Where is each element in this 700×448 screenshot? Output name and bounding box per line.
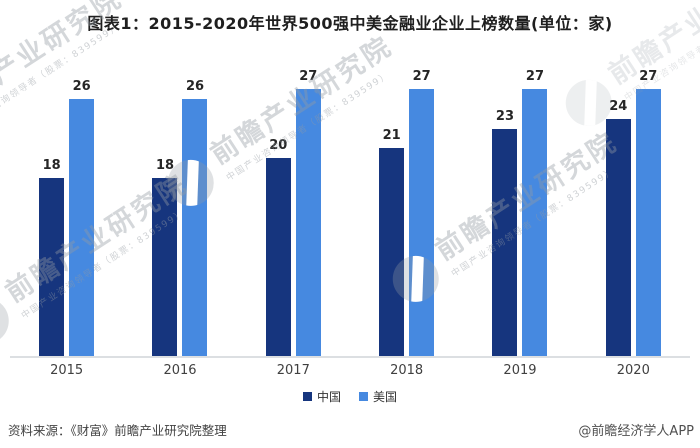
bar-value-label: 27 (412, 69, 431, 84)
bar-column: 18 (39, 158, 65, 356)
bar-pair: 18 26 (39, 50, 95, 356)
bar-pair: 18 26 (152, 50, 208, 356)
bar (635, 89, 661, 356)
bar-pair: 20 27 (265, 50, 321, 356)
bar (295, 89, 321, 356)
bar-value-label: 26 (185, 79, 205, 94)
legend-swatch (302, 392, 312, 401)
bar-group: 18 26 (10, 50, 123, 356)
x-axis-line (10, 356, 690, 358)
bar-groups: 18 26 18 26 20 (10, 50, 690, 356)
credit-note: @前瞻经济学人APP (578, 424, 694, 439)
bar-column: 26 (182, 79, 208, 356)
bar-value-label: 27 (639, 69, 658, 84)
bar-value-label: 26 (72, 79, 91, 94)
bar-column: 27 (522, 69, 548, 356)
bar-pair: 23 27 (492, 50, 548, 356)
x-tick-label: 2017 (276, 363, 310, 378)
bar (409, 89, 435, 356)
bar-column: 27 (409, 69, 435, 356)
legend: 中国 美国 (0, 388, 700, 405)
x-tick-label: 2018 (390, 363, 424, 378)
bar-group: 23 27 (463, 50, 576, 356)
legend-item-china: 中国 (302, 388, 341, 405)
x-axis-labels: 2015 2016 2017 2018 2019 2020 (10, 363, 690, 378)
bar-column: 26 (69, 79, 95, 356)
bar-value-label: 27 (299, 69, 318, 84)
bar (379, 148, 405, 356)
bar-value-label: 18 (155, 158, 175, 173)
bar-value-label: 20 (269, 138, 288, 153)
bar (69, 99, 95, 356)
bar-pair: 24 27 (605, 50, 661, 356)
bar-value-label: 23 (495, 109, 515, 124)
bar (182, 99, 208, 356)
chart-area: 18 26 18 26 20 (10, 50, 690, 390)
bar (152, 178, 178, 356)
chart-title: 图表1：2015-2020年世界500强中美金融业企业上榜数量(单位：家) (87, 14, 613, 33)
bar-column: 21 (379, 128, 405, 356)
bar-column: 18 (152, 158, 178, 356)
bar (39, 178, 65, 356)
x-tick-label: 2020 (616, 363, 650, 378)
legend-label-usa: 美国 (373, 390, 398, 404)
bar-column: 27 (295, 69, 321, 356)
bar-pair: 21 27 (379, 50, 435, 356)
x-tick-label: 2019 (503, 363, 537, 378)
bar-column: 20 (265, 138, 291, 356)
bar-column: 24 (605, 99, 631, 356)
bar-column: 27 (635, 69, 661, 356)
bar-value-label: 27 (525, 69, 545, 84)
bar (522, 89, 548, 356)
bar (265, 158, 291, 356)
x-tick-label: 2015 (50, 363, 84, 378)
bar-column: 23 (492, 109, 518, 356)
legend-label-china: 中国 (316, 390, 341, 404)
bar (605, 119, 631, 356)
bar-group: 21 27 (350, 50, 463, 356)
source-note: 资料来源：《财富》前瞻产业研究院整理 (8, 423, 227, 438)
bar-group: 24 27 (577, 50, 690, 356)
bar-value-label: 21 (382, 128, 401, 143)
bar-group: 20 27 (237, 50, 350, 356)
bar-value-label: 24 (609, 99, 628, 114)
legend-swatch (359, 392, 368, 401)
bar-group: 18 26 (123, 50, 236, 356)
x-tick-label: 2016 (163, 363, 197, 378)
bar-value-label: 18 (42, 158, 61, 173)
bar (492, 129, 518, 356)
legend-item-usa: 美国 (359, 388, 397, 405)
